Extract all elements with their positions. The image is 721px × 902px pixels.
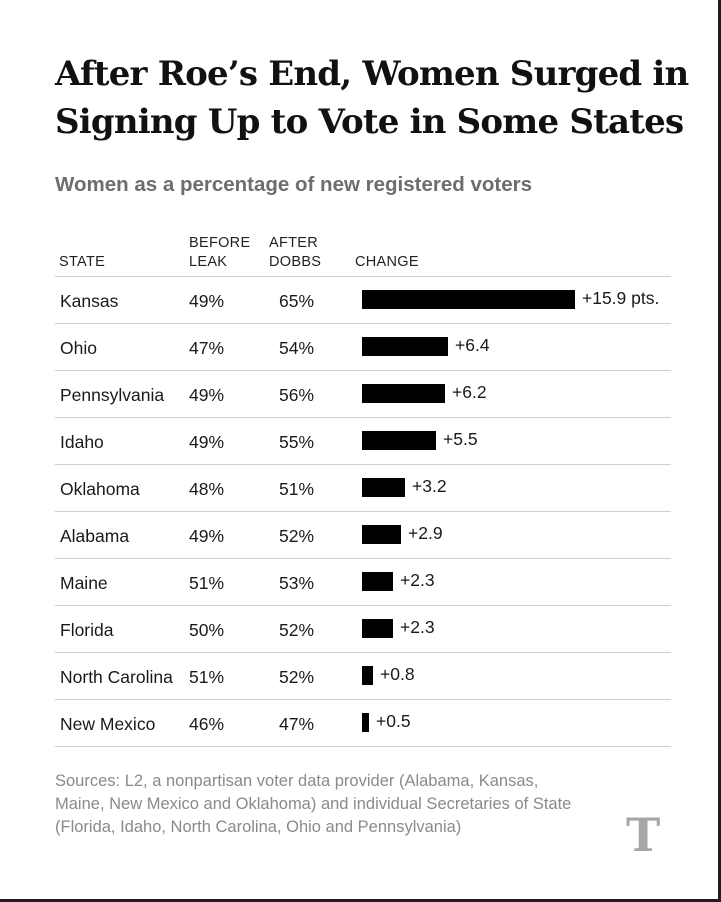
state-name-maine: Maine: [60, 573, 108, 593]
chart-subtitle: Women as a percentage of new registered …: [55, 173, 532, 196]
after-value-oklahoma: 51%: [279, 479, 315, 499]
row-divider: [55, 370, 671, 371]
state-name-new-mexico: New Mexico: [60, 714, 156, 734]
before-value-ohio: 47%: [189, 338, 225, 358]
change-label-maine: +2.3: [400, 570, 435, 590]
row-divider: [55, 323, 671, 324]
change-bar-maine: [362, 572, 393, 591]
state-name-alabama: Alabama: [60, 526, 130, 546]
change-bar-ohio: [362, 337, 448, 356]
change-bar-new-mexico: [362, 713, 369, 732]
change-label-new-mexico: +0.5: [376, 711, 411, 731]
change-label-north-carolina: +0.8: [380, 664, 415, 684]
state-name-ohio: Ohio: [60, 338, 97, 358]
before-value-kansas: 49%: [189, 291, 225, 311]
change-label-oklahoma: +3.2: [412, 476, 447, 496]
row-divider: [55, 699, 671, 700]
change-bar-kansas: [362, 290, 575, 309]
change-bar-alabama: [362, 525, 401, 544]
row-divider: [55, 746, 671, 747]
state-name-kansas: Kansas: [60, 291, 119, 311]
chart-title: After Roe’s End, Women Surged in Signing…: [55, 54, 689, 142]
row-divider: [55, 652, 671, 653]
before-value-florida: 50%: [189, 620, 225, 640]
before-value-new-mexico: 46%: [189, 714, 225, 734]
row-divider: [55, 417, 671, 418]
source-note: Sources: L2, a nonpartisan voter data pr…: [55, 772, 572, 836]
row-divider: [55, 276, 671, 277]
row-divider: [55, 464, 671, 465]
after-value-florida: 52%: [279, 620, 315, 640]
change-bar-oklahoma: [362, 478, 405, 497]
change-label-ohio: +6.4: [455, 335, 490, 355]
change-bar-north-carolina: [362, 666, 373, 685]
row-divider: [55, 605, 671, 606]
change-label-pennsylvania: +6.2: [452, 382, 487, 402]
before-value-north-carolina: 51%: [189, 667, 225, 687]
change-label-idaho: +5.5: [443, 429, 478, 449]
header-after-line2: DOBBS: [269, 254, 322, 270]
before-value-maine: 51%: [189, 573, 225, 593]
change-bar-florida: [362, 619, 393, 638]
state-name-oklahoma: Oklahoma: [60, 479, 140, 499]
change-bar-idaho: [362, 431, 436, 450]
header-after-line1: AFTER: [269, 235, 319, 251]
nyt-logo-icon: T: [626, 808, 661, 862]
change-bar-pennsylvania: [362, 384, 445, 403]
after-value-alabama: 52%: [279, 526, 315, 546]
after-value-north-carolina: 52%: [279, 667, 315, 687]
header-before-line1: BEFORE: [189, 235, 251, 251]
header-before-line2: LEAK: [189, 254, 228, 270]
before-value-alabama: 49%: [189, 526, 225, 546]
frame-border-right: [718, 0, 721, 902]
change-label-kansas: +15.9 pts.: [582, 288, 660, 308]
before-value-oklahoma: 48%: [189, 479, 225, 499]
after-value-maine: 53%: [279, 573, 315, 593]
state-name-north-carolina: North Carolina: [60, 667, 173, 687]
state-name-idaho: Idaho: [60, 432, 104, 452]
header-before: BEFORE LEAK: [189, 234, 250, 272]
header-state: STATE: [59, 254, 106, 270]
after-value-pennsylvania: 56%: [279, 385, 315, 405]
header-change: CHANGE: [355, 254, 419, 270]
state-name-pennsylvania: Pennsylvania: [60, 385, 165, 405]
row-divider: [55, 511, 671, 512]
after-value-kansas: 65%: [279, 291, 315, 311]
frame-border-bottom: [0, 899, 721, 902]
before-value-pennsylvania: 49%: [189, 385, 225, 405]
change-label-florida: +2.3: [400, 617, 435, 637]
row-divider: [55, 558, 671, 559]
state-name-florida: Florida: [60, 620, 114, 640]
before-value-idaho: 49%: [189, 432, 225, 452]
after-value-new-mexico: 47%: [279, 714, 315, 734]
change-label-alabama: +2.9: [408, 523, 443, 543]
header-after: AFTER DOBBS: [269, 234, 321, 272]
after-value-ohio: 54%: [279, 338, 315, 358]
after-value-idaho: 55%: [279, 432, 315, 452]
